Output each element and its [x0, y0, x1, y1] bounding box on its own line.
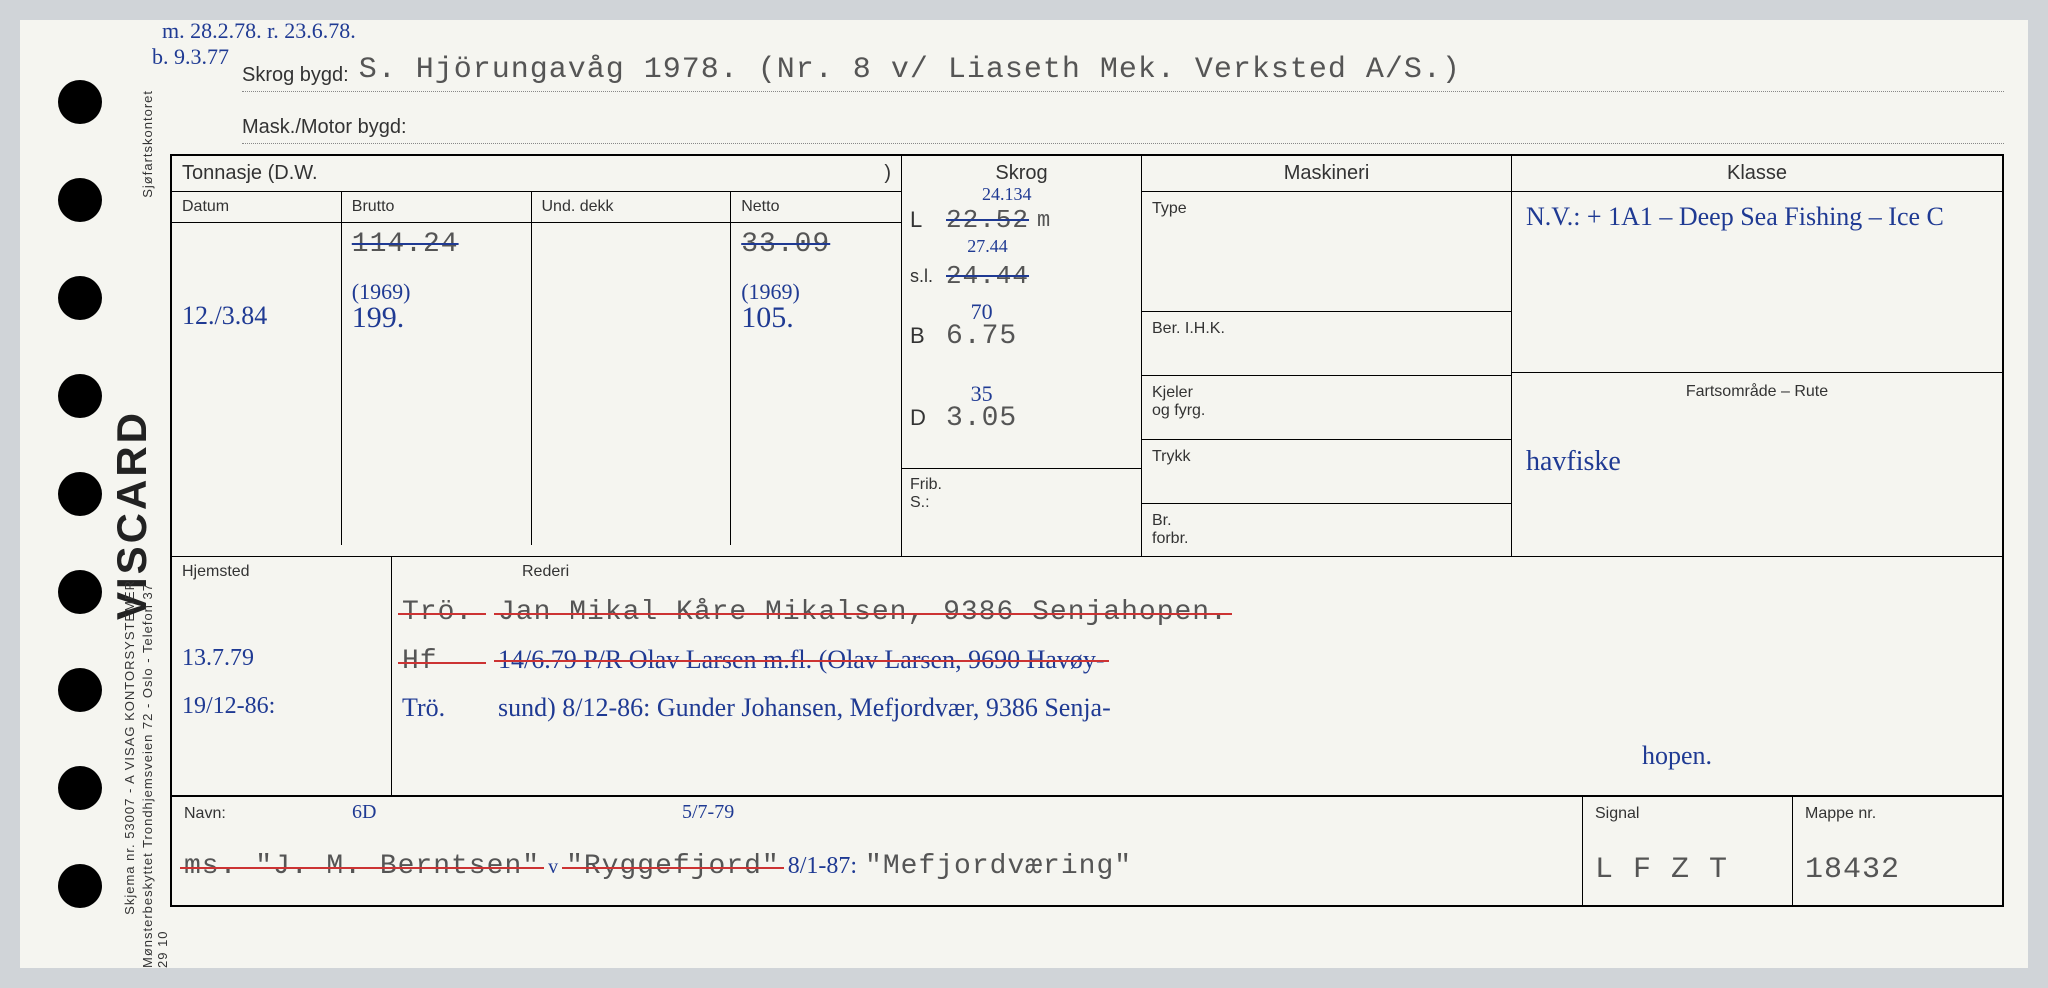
hj-text-1: Jan Mikal Kåre Mikalsen, 9386 Senjahopen… — [498, 597, 1228, 628]
und-dekk-header: Und. dekk — [542, 198, 614, 215]
dim-sl: 24.44 — [946, 261, 1029, 291]
dim-L-under: 27.44 — [946, 236, 1029, 257]
skrog-dimensions: L 22.52 27.44 m s.l. 24.44 B — [902, 192, 1142, 556]
hjemsted-body: 13.7.79 19/12-86: Trö. Jan Mikal Kåre Mi… — [172, 587, 2002, 795]
mappe-value: 18432 — [1805, 853, 1990, 887]
side-print-line1: Skjema nr. 53007 - A VISAG KONTORSYSTEME… — [122, 580, 137, 915]
brutto-2: 199. — [352, 301, 405, 334]
mask-bygd-row: Mask./Motor bygd: — [242, 92, 2004, 144]
dim-D-over: 35 — [946, 381, 1017, 407]
datum-header: Datum — [182, 198, 229, 215]
brutto-header: Brutto — [352, 198, 395, 215]
tonnasje-close: ) — [884, 162, 891, 185]
br-label: Br. forbr. — [1152, 512, 1188, 547]
hj-date-2: 13.7.79 — [182, 645, 254, 672]
table-header-1: Tonnasje (D.W. ) Skrog 24.134 Maskineri … — [172, 156, 2002, 192]
dim-D: 3.05 — [946, 403, 1017, 434]
brutto-2-over: (1969) — [352, 279, 405, 305]
punch-hole — [58, 178, 102, 222]
hj-sted-2: Hf — [402, 646, 482, 677]
main-table: Tonnasje (D.W. ) Skrog 24.134 Maskineri … — [170, 154, 2004, 907]
sl-label: s.l. — [910, 266, 938, 287]
maskineri-column: Type Ber. I.H.K. Kjeler og fyrg. Trykk B… — [1142, 192, 1512, 556]
skrog-bygd-value: S. Hjörungavåg 1978. (Nr. 8 v/ Liaseth M… — [359, 53, 1461, 87]
navn-sep1: v — [548, 856, 558, 879]
punch-hole — [58, 864, 102, 908]
trykk-label: Trykk — [1152, 448, 1191, 465]
top-annotation-2: b. 9.3.77 — [152, 44, 229, 70]
navn-3: "Mefjordværing" — [865, 851, 1132, 882]
klasse-column: N.V.: + 1A1 – Deep Sea Fishing – Ice C F… — [1512, 192, 2002, 556]
ber-label: Ber. I.H.K. — [1152, 320, 1225, 337]
hjemsted-label: Hjemsted — [182, 563, 250, 580]
netto-header: Netto — [741, 198, 779, 215]
hj-date-3: 19/12-86: — [182, 693, 275, 720]
skrog-bygd-label: Skrog bygd: — [242, 64, 349, 87]
klasse-value: N.V.: + 1A1 – Deep Sea Fishing – Ice C — [1526, 202, 1944, 231]
navn-1: ms. "J. M. Berntsen" — [184, 851, 540, 882]
navn-date3: 8/1-87: — [788, 853, 857, 880]
rederi-label: Rederi — [522, 563, 569, 580]
signal-value: L F Z T — [1595, 853, 1780, 887]
dim-B-over: 70 — [946, 299, 1017, 325]
hj-text-4: hopen. — [1642, 741, 1712, 771]
hj-sted-3: Trö. — [402, 693, 482, 723]
punch-hole — [58, 80, 102, 124]
klasse-header: Klasse — [1727, 162, 1787, 184]
brutto-1: 114.24 — [352, 229, 459, 260]
navn-row: Navn: 6D 5/7-79 ms. "J. M. Berntsen" v "… — [172, 795, 2002, 905]
punch-hole — [58, 276, 102, 320]
datum-2: 12./3.84 — [182, 301, 267, 330]
farts-value: havfiske — [1526, 446, 1621, 477]
tonnasje-label: Tonnasje (D.W. — [182, 162, 318, 185]
skrog-bygd-row: Skrog bygd: S. Hjörungavåg 1978. (Nr. 8 … — [242, 40, 2004, 92]
mask-bygd-label: Mask./Motor bygd: — [242, 116, 407, 139]
skrog-header: Skrog — [995, 162, 1047, 184]
kjeler-label: Kjeler og fyrg. — [1152, 384, 1205, 419]
punch-hole — [58, 472, 102, 516]
top-annotation-1: m. 28.2.78. r. 23.6.78. — [162, 18, 356, 44]
table-body: Datum Brutto Und. dekk Netto 114.24 33.0… — [172, 192, 2002, 556]
dim-L-unit: m — [1037, 208, 1051, 233]
frib-label: Frib. S.: — [910, 476, 942, 512]
navn-2: "Ryggefjord" — [566, 851, 780, 882]
type-label: Type — [1152, 200, 1187, 217]
L-over-annot: 24.134 — [982, 184, 1032, 205]
index-card: VISCARD Skjema nr. 53007 - A VISAG KONTO… — [20, 20, 2028, 968]
netto-2-over: (1969) — [741, 279, 794, 305]
punch-hole-column: VISCARD Skjema nr. 53007 - A VISAG KONTO… — [20, 20, 150, 968]
netto-1: 33.09 — [741, 229, 830, 260]
maskineri-header: Maskineri — [1284, 162, 1370, 184]
dim-B: 6.75 — [946, 321, 1017, 352]
punch-hole — [58, 668, 102, 712]
navn-over2: 5/7-79 — [682, 801, 734, 824]
dim-L: 22.52 — [946, 205, 1029, 235]
signal-label: Signal — [1595, 805, 1639, 822]
hjemsted-section: Hjemsted Rederi — [172, 556, 2002, 587]
punch-hole — [58, 374, 102, 418]
hj-sted-1: Trö. — [402, 597, 482, 628]
tonnage-row-2: 12./3.84 (1969) 199. (1969) — [172, 295, 901, 425]
tonnage-row-3 — [172, 425, 901, 545]
punch-hole — [58, 570, 102, 614]
farts-label: Fartsområde – Rute — [1686, 383, 1828, 400]
navn-over1: 6D — [352, 801, 376, 824]
mappe-label: Mappe nr. — [1805, 805, 1876, 822]
navn-label: Navn: — [184, 805, 226, 822]
netto-2: 105. — [741, 301, 794, 334]
hj-text-3: sund) 8/12-86: Gunder Johansen, Mefjordv… — [498, 693, 1111, 723]
card-body: m. 28.2.78. r. 23.6.78. b. 9.3.77 Skrog … — [150, 20, 2028, 968]
hj-text-2: 14/6.79 P/R Olav Larsen m.fl. (Olav Lars… — [498, 645, 1105, 675]
punch-hole — [58, 766, 102, 810]
